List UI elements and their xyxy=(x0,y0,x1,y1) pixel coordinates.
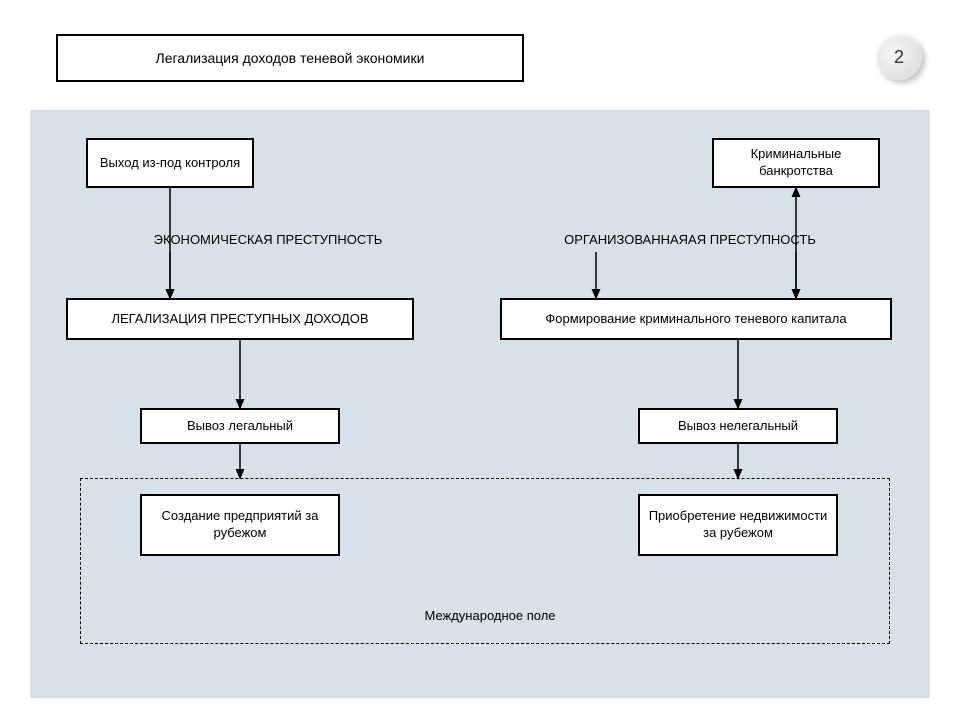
flowchart-node-n3: ЛЕГАЛИЗАЦИЯ ПРЕСТУПНЫХ ДОХОДОВ xyxy=(66,298,414,340)
flowchart-label-l1: ЭКОНОМИЧЕСКАЯ ПРЕСТУПНОСТЬ xyxy=(128,232,408,247)
flowchart-node-n5: Вывоз легальный xyxy=(140,408,340,444)
page-title-box: Легализация доходов теневой экономики xyxy=(56,34,524,82)
page-number: 2 xyxy=(894,47,904,68)
flowchart-node-n1: Выход из-под контроля xyxy=(86,138,254,188)
flowchart-node-n2: Криминальные банкротства xyxy=(712,138,880,188)
international-field-region xyxy=(80,478,890,644)
flowchart-label-l2: ОРГАНИЗОВАННАЯАЯ ПРЕСТУПНОСТЬ xyxy=(530,232,850,247)
flowchart-node-n4: Формирование криминального теневого капи… xyxy=(500,298,892,340)
page-number-badge: 2 xyxy=(876,34,922,80)
page-title-text: Легализация доходов теневой экономики xyxy=(156,50,425,66)
flowchart-node-n6: Вывоз нелегальный xyxy=(638,408,838,444)
